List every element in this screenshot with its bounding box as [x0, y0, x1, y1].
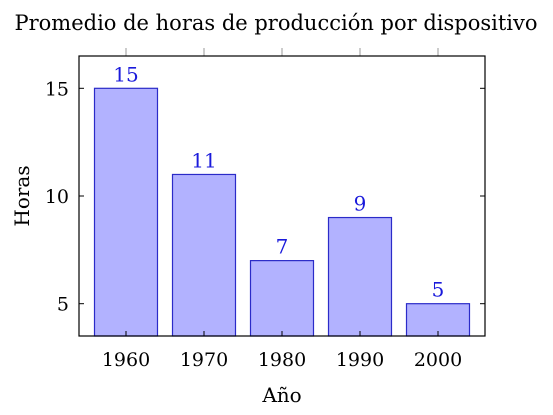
- data-label-2000: 5: [432, 278, 445, 302]
- x-ticks-group: 1960 1970 1980 1990 2000: [102, 48, 462, 371]
- x-tick-label-1980: 1980: [258, 349, 306, 371]
- x-tick-label-1960: 1960: [102, 349, 150, 371]
- y-tick-label-5: 5: [57, 294, 69, 316]
- x-axis-label: Año: [261, 383, 301, 407]
- bar-1980: [249, 260, 315, 337]
- y-ticks-group: 5 10 15: [45, 78, 485, 316]
- x-tick-label-1990: 1990: [336, 349, 384, 371]
- data-label-1970: 11: [191, 148, 216, 172]
- x-tick-label-1970: 1970: [180, 349, 228, 371]
- y-tick-label-15: 15: [45, 78, 69, 100]
- data-labels-group: 15 11 7 9 5: [113, 62, 444, 301]
- x-tick-label-2000: 2000: [414, 349, 462, 371]
- data-label-1980: 7: [276, 235, 289, 259]
- bar-1990: [327, 216, 393, 337]
- data-label-1960: 15: [113, 62, 138, 86]
- bar-1970: [171, 173, 237, 337]
- plot-frame: [78, 55, 486, 337]
- chart-title: Promedio de horas de producción por disp…: [14, 11, 537, 35]
- y-axis-label: Horas: [10, 165, 34, 226]
- data-label-1990: 9: [354, 192, 367, 216]
- bar-1960: [93, 87, 159, 337]
- bar-2000: [405, 303, 471, 337]
- bars-group: [93, 87, 471, 337]
- y-tick-label-10: 10: [45, 186, 69, 208]
